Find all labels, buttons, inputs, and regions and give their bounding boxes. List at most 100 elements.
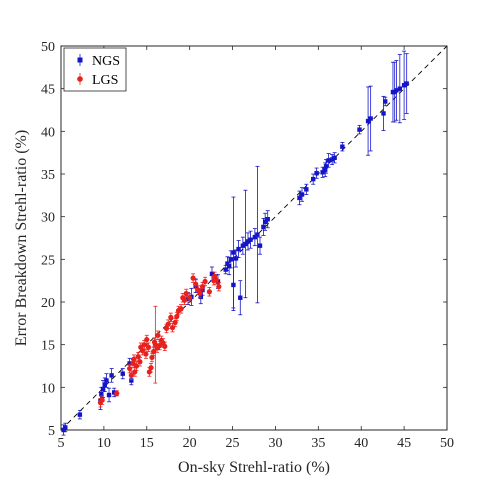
y-tick-label: 45: [41, 83, 55, 98]
lgs-point: [132, 369, 138, 375]
ngs-point: [106, 392, 112, 398]
x-tick-label: 15: [140, 436, 154, 451]
ngs-point: [365, 118, 371, 124]
lgs-point: [137, 359, 143, 365]
lgs-point: [135, 354, 141, 360]
y-axis: 5 10 15 20 25 30 35 40 45 50: [41, 40, 447, 439]
legend-lgs-marker: [77, 76, 83, 82]
ngs-point: [262, 219, 268, 224]
lgs-point: [181, 297, 188, 303]
ngs-point: [357, 127, 362, 132]
ngs-point: [104, 378, 109, 383]
x-tick-label: 45: [397, 436, 411, 451]
ngs-point: [383, 99, 388, 104]
ngs-point: [381, 111, 386, 116]
ngs-point: [77, 412, 83, 417]
ngs-point: [100, 386, 106, 392]
ngs-point: [102, 382, 107, 387]
ngs-point: [236, 246, 241, 252]
lgs-point: [127, 365, 133, 372]
ngs-point: [61, 427, 66, 433]
lgs-point: [148, 365, 154, 371]
ngs-point: [310, 176, 316, 182]
ngs-point: [231, 250, 236, 255]
ngs-point: [226, 263, 232, 269]
x-tick-label: 50: [440, 436, 454, 451]
x-tick-label: 10: [97, 436, 111, 451]
ngs-point: [111, 390, 117, 395]
ngs-point: [299, 192, 305, 197]
lgs-point: [190, 275, 196, 281]
legend-ngs-marker: [77, 57, 83, 63]
lgs-point: [202, 278, 208, 285]
lgs-point: [133, 363, 140, 369]
lgs-point: [139, 348, 146, 354]
ngs-point: [248, 237, 253, 242]
lgs-point: [199, 284, 206, 290]
y-tick-label: 40: [41, 125, 55, 140]
data-marks: [61, 50, 409, 436]
ngs-point: [297, 195, 302, 201]
lgs-point: [145, 344, 152, 350]
lgs-point: [162, 343, 168, 349]
lgs-point: [183, 290, 189, 297]
x-axis: 5 10 15 20 25 30 35 40 45 50: [58, 46, 454, 451]
ngs-point: [238, 295, 243, 300]
ngs-point: [252, 234, 258, 240]
lgs-point: [172, 319, 178, 326]
ngs-point: [314, 170, 319, 176]
legend-ngs-label: NGS: [92, 54, 120, 69]
ngs-point: [326, 158, 331, 163]
ngs-point: [255, 232, 260, 237]
ngs-point: [245, 239, 251, 244]
lgs-point: [178, 306, 184, 312]
lgs-point: [197, 290, 203, 297]
x-tick-label: 30: [268, 436, 282, 451]
y-tick-label: 10: [41, 381, 55, 396]
lgs-point: [193, 281, 199, 287]
ngs-point: [322, 167, 328, 172]
ngs-point: [228, 257, 234, 262]
lgs-point: [155, 332, 161, 338]
lgs-point: [144, 336, 150, 343]
lgs-point: [141, 342, 147, 348]
y-axis-label: Error Breakdown Strehl-ratio (%): [13, 130, 30, 346]
lgs-point: [143, 351, 149, 357]
ngs-point: [209, 271, 215, 277]
y-tick-label: 15: [41, 339, 55, 354]
lgs-point: [187, 295, 193, 301]
lgs-point: [165, 321, 171, 327]
lgs-point: [168, 314, 174, 320]
ngs-point: [120, 371, 125, 376]
y-tick-label: 5: [48, 424, 55, 439]
ngs-point: [404, 81, 409, 86]
x-axis-label: On-sky Strehl-ratio (%): [178, 459, 330, 476]
lgs-point: [149, 354, 155, 361]
ngs-point: [243, 241, 248, 247]
legend-box: [63, 47, 127, 92]
y-tick-label: 35: [41, 168, 55, 183]
y-tick-label: 25: [41, 253, 55, 268]
ngs-point: [368, 116, 373, 121]
ngs-point: [394, 88, 399, 93]
ngs-point: [198, 294, 204, 300]
x-tick-label: 25: [226, 436, 240, 451]
ngs-point: [261, 224, 266, 230]
ngs-point: [127, 361, 132, 366]
lgs-point: [99, 397, 105, 403]
ngs-point: [320, 170, 325, 175]
y-tick-label: 30: [41, 211, 55, 226]
lgs-point: [216, 284, 222, 290]
x-tick-label: 5: [58, 436, 65, 451]
lgs-point: [213, 277, 219, 283]
lgs-point: [174, 313, 180, 320]
y-tick-label: 20: [41, 296, 55, 311]
lgs-point: [131, 356, 137, 362]
lgs-point: [114, 390, 120, 396]
legend: NGS LGS: [63, 47, 127, 92]
x-tick-label: 40: [354, 436, 368, 451]
ngs-point: [109, 373, 114, 378]
ngs-point: [99, 391, 104, 397]
ngs-point: [240, 243, 246, 248]
